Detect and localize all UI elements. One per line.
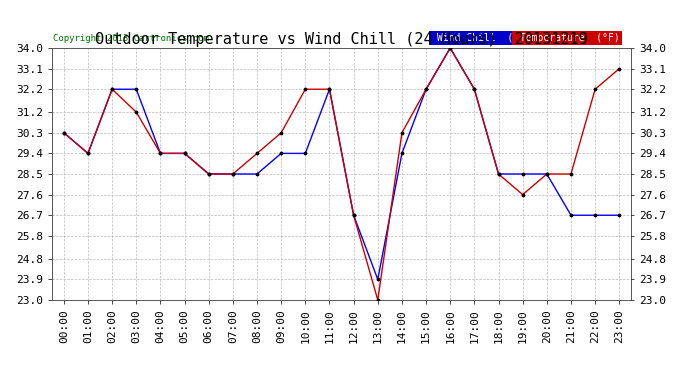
Text: Temperature  (°F): Temperature (°F) [514,33,620,43]
Title: Outdoor Temperature vs Wind Chill (24 Hours)  20131219: Outdoor Temperature vs Wind Chill (24 Ho… [95,32,588,47]
Text: Copyright 2013 Cartronics.com: Copyright 2013 Cartronics.com [53,34,209,43]
Text: Wind Chill  (°F): Wind Chill (°F) [431,33,531,43]
